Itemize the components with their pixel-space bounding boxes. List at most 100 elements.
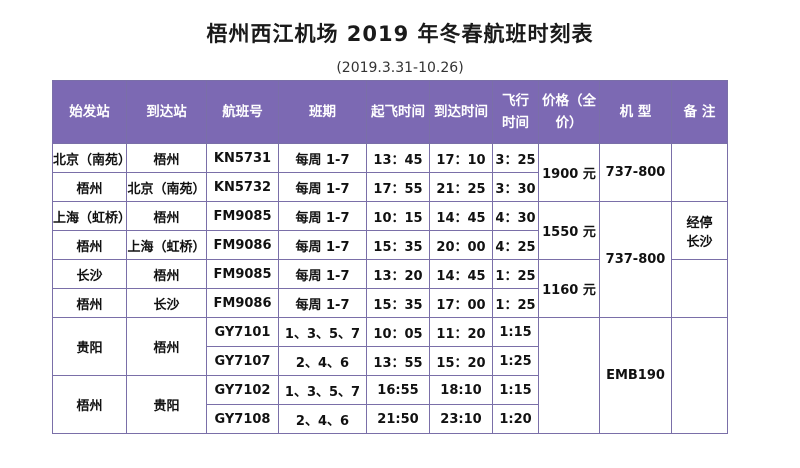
header-duration-line1: 飞行 <box>502 93 529 109</box>
header-price-line1: 价格（全 <box>542 93 596 109</box>
arrival-cell: 23:10 <box>429 404 493 434</box>
destination-cell: 长沙 <box>126 288 207 318</box>
destination-cell: 上海（虹桥） <box>126 230 207 260</box>
header-schedule: 班期 <box>278 80 367 144</box>
header-remarks: 备 注 <box>671 80 728 144</box>
header-price-line2: 价） <box>555 115 583 131</box>
arrival-cell: 21：25 <box>429 172 493 202</box>
flight-number-cell: FM9086 <box>206 288 279 318</box>
duration-cell: 3：30 <box>492 172 539 202</box>
aircraft-cell: 737-800 <box>599 143 672 202</box>
arrival-cell: 14：45 <box>429 259 493 289</box>
header-duration-line2: 时间 <box>502 115 529 131</box>
duration-cell: 1:15 <box>492 375 539 405</box>
destination-cell: 梧州 <box>126 143 207 173</box>
remarks-cell <box>671 317 728 434</box>
table-row: 长沙 梧州 FM9085 每周 1-7 13：20 14：45 1：25 116… <box>52 259 728 318</box>
aircraft-cell: EMB190 <box>599 317 672 434</box>
remarks-line2: 长沙 <box>686 234 713 250</box>
table-row: 北京（南苑） 梧州 KN5731 每周 1-7 13：45 17：10 3：25… <box>52 143 728 202</box>
departure-cell: 13：20 <box>366 259 430 289</box>
flight-number-cell: GY7108 <box>206 404 279 434</box>
duration-cell: 1：25 <box>492 259 539 289</box>
table-row: GY7107 2、4、6 13：55 15：20 1:25 <box>53 346 728 376</box>
origin-cell: 梧州 <box>52 288 127 318</box>
origin-cell: 梧州 <box>52 375 127 434</box>
origin-cell: 梧州 <box>52 230 127 260</box>
schedule-cell: 每周 1-7 <box>278 201 367 231</box>
duration-cell: 1:15 <box>492 317 539 347</box>
schedule-cell: 1、3、5、7 <box>278 375 367 405</box>
departure-cell: 13：45 <box>366 143 430 173</box>
remarks-line1: 经停 <box>686 215 713 231</box>
schedule-cell: 每周 1-7 <box>278 143 367 173</box>
flight-number-cell: GY7107 <box>206 346 279 376</box>
departure-cell: 21:50 <box>366 404 430 434</box>
departure-cell: 15：35 <box>366 230 430 260</box>
flight-number-cell: FM9085 <box>206 201 279 231</box>
remarks-cell: 经停 长沙 <box>671 201 728 260</box>
header-price: 价格（全 价） <box>538 80 600 144</box>
duration-cell: 3：25 <box>492 143 539 173</box>
schedule-cell: 每周 1-7 <box>278 172 367 202</box>
destination-cell: 北京（南苑） <box>126 172 207 202</box>
destination-cell: 梧州 <box>126 201 207 231</box>
arrival-cell: 20：00 <box>429 230 493 260</box>
schedule-cell: 1、3、5、7 <box>278 317 367 347</box>
duration-cell: 1：25 <box>492 288 539 318</box>
page-title: 梧州西江机场 2019 年冬春航班时刻表 <box>206 22 594 46</box>
arrival-cell: 17：10 <box>429 143 493 173</box>
flight-number-cell: FM9085 <box>206 259 279 289</box>
schedule-cell: 每周 1-7 <box>278 288 367 318</box>
destination-cell: 梧州 <box>126 259 207 289</box>
schedule-cell: 每周 1-7 <box>278 259 367 289</box>
flight-number-cell: GY7102 <box>206 375 279 405</box>
header-destination: 到达站 <box>126 80 207 144</box>
flight-schedule-table: 始发站 到达站 航班号 班期 起飞时间 到达时间 飞行 时间 价格（全 价） 机… <box>52 80 728 434</box>
flight-number-cell: FM9086 <box>206 230 279 260</box>
departure-cell: 16:55 <box>366 375 430 405</box>
date-range: (2019.3.31-10.26) <box>336 60 464 76</box>
departure-cell: 10：05 <box>366 317 430 347</box>
origin-cell: 梧州 <box>52 172 127 202</box>
header-row: 始发站 到达站 航班号 班期 起飞时间 到达时间 飞行 时间 价格（全 价） 机… <box>52 80 728 144</box>
table-row: 贵阳 梧州 GY7101 1、3、5、7 10：05 11：20 1:15 EM… <box>52 317 728 434</box>
table-row: 上海（虹桥） 梧州 FM9085 每周 1-7 10：15 14：45 4：30… <box>52 201 728 318</box>
arrival-cell: 18:10 <box>429 375 493 405</box>
origin-cell: 上海（虹桥） <box>52 201 127 231</box>
schedule-cell: 2、4、6 <box>278 346 367 376</box>
price-cell <box>538 317 600 434</box>
origin-cell: 贵阳 <box>52 317 127 376</box>
arrival-cell: 17：00 <box>429 288 493 318</box>
arrival-cell: 15：20 <box>429 346 493 376</box>
departure-cell: 15：35 <box>366 288 430 318</box>
price-cell: 1900 元 <box>538 143 600 202</box>
departure-cell: 17：55 <box>366 172 430 202</box>
duration-cell: 4：25 <box>492 230 539 260</box>
duration-cell: 1:20 <box>492 404 539 434</box>
remarks-cell <box>671 143 728 202</box>
duration-cell: 1:25 <box>492 346 539 376</box>
schedule-cell: 2、4、6 <box>278 404 367 434</box>
aircraft-cell: 737-800 <box>599 201 672 318</box>
header-departure-time: 起飞时间 <box>366 80 430 144</box>
table-row: GY7108 2、4、6 21:50 23:10 1:20 <box>53 404 728 434</box>
flight-number-cell: GY7101 <box>206 317 279 347</box>
origin-cell: 长沙 <box>52 259 127 289</box>
destination-cell: 梧州 <box>126 317 207 376</box>
table-row: 梧州 长沙 FM9086 每周 1-7 15：35 17：00 1：25 <box>52 288 728 318</box>
price-cell: 1550 元 <box>538 201 600 260</box>
duration-cell: 4：30 <box>492 201 539 231</box>
price-cell: 1160 元 <box>538 259 600 318</box>
arrival-cell: 11：20 <box>429 317 493 347</box>
flight-number-cell: KN5732 <box>206 172 279 202</box>
flight-number-cell: KN5731 <box>206 143 279 173</box>
destination-cell: 贵阳 <box>126 375 207 434</box>
header-aircraft: 机 型 <box>599 80 672 144</box>
origin-cell: 北京（南苑） <box>52 143 127 173</box>
header-origin: 始发站 <box>52 80 127 144</box>
table-row: 梧州 上海（虹桥） FM9086 每周 1-7 15：35 20：00 4：25 <box>52 230 728 260</box>
table-row: 梧州 北京（南苑） KN5732 每周 1-7 17：55 21：25 3：30 <box>52 172 728 202</box>
departure-cell: 10：15 <box>366 201 430 231</box>
header-flight-duration: 飞行 时间 <box>492 80 539 144</box>
